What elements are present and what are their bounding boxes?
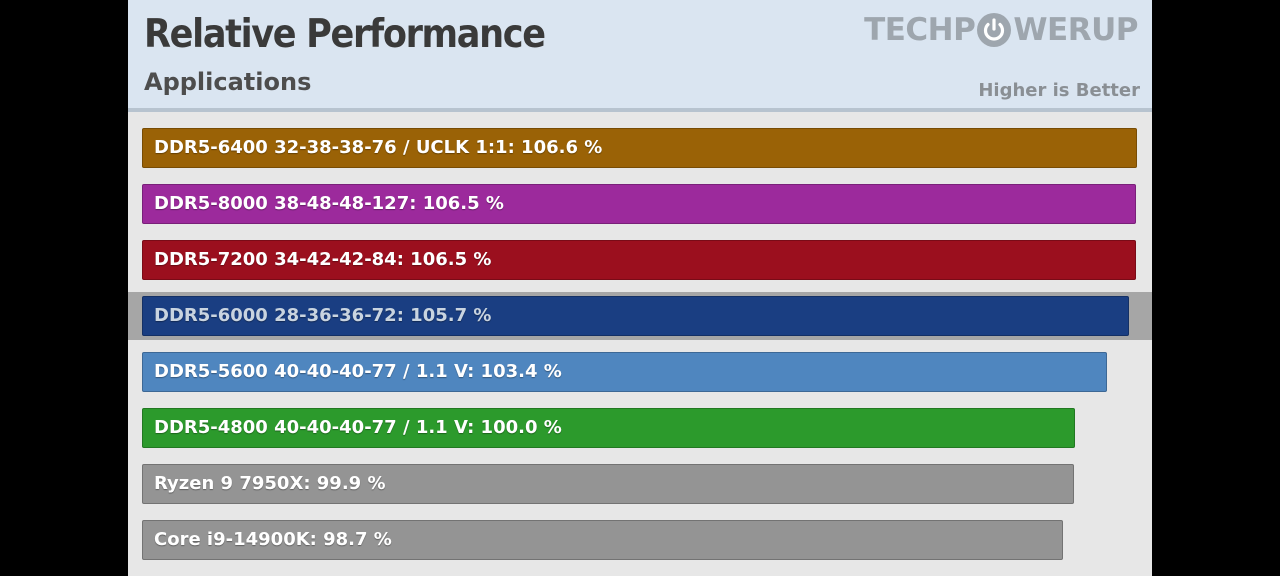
bar-label: DDR5-8000 38-48-48-127: 106.5 % <box>154 193 504 214</box>
bar-plot-area: DDR5-6400 32-38-38-76 / UCLK 1:1: 106.6 … <box>128 112 1152 576</box>
bar-row: DDR5-4800 40-40-40-77 / 1.1 V: 100.0 % <box>128 404 1152 452</box>
higher-is-better-note: Higher is Better <box>978 80 1140 101</box>
power-icon <box>976 12 1012 48</box>
chart-panel: Relative Performance Applications TECHP … <box>128 0 1152 576</box>
bar-label: DDR5-6000 28-36-36-72: 105.7 % <box>154 305 492 326</box>
bar: DDR5-5600 40-40-40-77 / 1.1 V: 103.4 % <box>142 352 1107 392</box>
bar: Core i9-14900K: 98.7 % <box>142 520 1063 560</box>
bar: DDR5-6400 32-38-38-76 / UCLK 1:1: 106.6 … <box>142 128 1137 168</box>
bar-label: DDR5-7200 34-42-42-84: 106.5 % <box>154 249 492 270</box>
bar: DDR5-4800 40-40-40-77 / 1.1 V: 100.0 % <box>142 408 1075 448</box>
chart-header: Relative Performance Applications TECHP … <box>128 0 1152 112</box>
bar-row: DDR5-6400 32-38-38-76 / UCLK 1:1: 106.6 … <box>128 124 1152 172</box>
bar-row: Core i9-14900K: 98.7 % <box>128 516 1152 564</box>
logo-text-left: TECHP <box>864 12 976 48</box>
bar: DDR5-6000 28-36-36-72: 105.7 % <box>142 296 1129 336</box>
bar-label: Ryzen 9 7950X: 99.9 % <box>154 473 386 494</box>
techpowerup-logo: TECHP WERUP <box>864 12 1138 48</box>
bar: DDR5-7200 34-42-42-84: 106.5 % <box>142 240 1136 280</box>
bar: Ryzen 9 7950X: 99.9 % <box>142 464 1074 504</box>
bar-row: DDR5-8000 38-48-48-127: 106.5 % <box>128 180 1152 228</box>
bar-row: DDR5-5600 40-40-40-77 / 1.1 V: 103.4 % <box>128 348 1152 396</box>
logo-text-right: WERUP <box>1013 12 1138 48</box>
bar-label: DDR5-4800 40-40-40-77 / 1.1 V: 100.0 % <box>154 417 562 438</box>
bar-label: Core i9-14900K: 98.7 % <box>154 529 392 550</box>
bar-label: DDR5-6400 32-38-38-76 / UCLK 1:1: 106.6 … <box>154 137 603 158</box>
bar-row: DDR5-7200 34-42-42-84: 106.5 % <box>128 236 1152 284</box>
chart-subtitle: Applications <box>144 68 312 96</box>
bar-label: DDR5-5600 40-40-40-77 / 1.1 V: 103.4 % <box>154 361 562 382</box>
bar-row: DDR5-6000 28-36-36-72: 105.7 % <box>128 292 1152 340</box>
chart-title: Relative Performance <box>144 12 546 57</box>
bar-row: Ryzen 9 7950X: 99.9 % <box>128 460 1152 508</box>
bar: DDR5-8000 38-48-48-127: 106.5 % <box>142 184 1136 224</box>
